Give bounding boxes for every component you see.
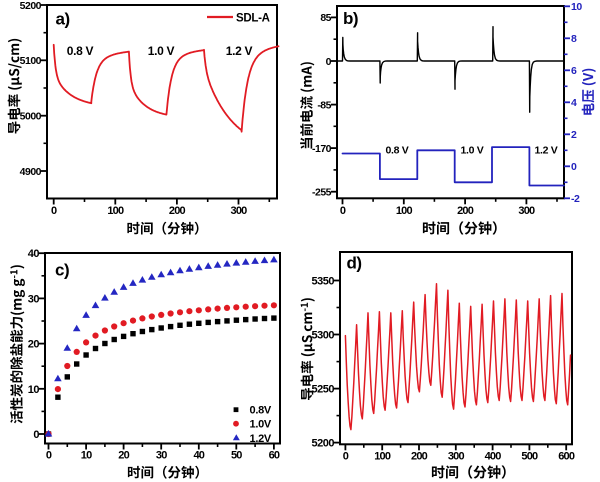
svg-text:40: 40 [28,248,40,260]
svg-text:50: 50 [231,450,242,462]
svg-text:0: 0 [46,450,52,462]
svg-text:40: 40 [193,450,204,462]
svg-text:4: 4 [571,97,577,109]
svg-text:100: 100 [107,205,124,217]
svg-text:0: 0 [571,161,577,173]
svg-text:200: 200 [411,450,428,462]
svg-text:-255: -255 [312,187,332,199]
svg-text:0: 0 [51,205,57,217]
svg-text:c): c) [55,261,69,280]
svg-text:0.8 V: 0.8 V [67,44,94,58]
svg-text:20: 20 [28,339,40,351]
svg-text:100: 100 [374,450,391,462]
svg-text:30: 30 [28,293,40,305]
svg-text:10: 10 [28,384,40,396]
svg-text:85: 85 [320,12,331,24]
svg-text:600: 600 [558,450,575,462]
svg-text:5350: 5350 [312,276,335,288]
svg-text:1.0 V: 1.0 V [460,144,483,156]
svg-text:1.0V: 1.0V [250,419,272,431]
svg-text:1.2V: 1.2V [250,433,272,445]
svg-text:500: 500 [521,450,538,462]
svg-text:-2: -2 [571,193,580,205]
svg-text:0: 0 [343,450,349,462]
svg-text:d): d) [347,254,362,273]
svg-text:400: 400 [485,450,502,462]
svg-text:1.2 V: 1.2 V [226,44,253,58]
svg-text:300: 300 [518,205,535,217]
svg-text:100: 100 [396,205,413,217]
svg-text:5200: 5200 [20,0,42,12]
svg-text:300: 300 [231,205,248,217]
svg-text:6: 6 [571,65,577,77]
svg-text:-85: -85 [317,99,331,111]
svg-text:0: 0 [340,205,346,217]
svg-text:0: 0 [326,56,332,68]
svg-text:10: 10 [81,450,92,462]
svg-text:30: 30 [156,450,167,462]
svg-text:b): b) [343,9,358,28]
svg-text:2: 2 [571,129,577,141]
svg-text:a): a) [56,10,70,29]
svg-text:5250: 5250 [312,384,335,396]
svg-text:1.2 V: 1.2 V [534,144,557,156]
svg-text:-170: -170 [312,143,332,155]
svg-text:10: 10 [571,1,582,13]
svg-text:0.8V: 0.8V [250,405,272,417]
svg-text:60: 60 [269,450,280,462]
svg-text:5000: 5000 [20,111,42,123]
svg-text:5200: 5200 [312,438,335,450]
svg-text:0.8 V: 0.8 V [385,144,408,156]
svg-text:5100: 5100 [20,55,42,67]
svg-text:1.0 V: 1.0 V [148,44,175,58]
svg-text:200: 200 [169,205,186,217]
svg-text:200: 200 [457,205,474,217]
svg-text:8: 8 [571,33,577,45]
svg-text:20: 20 [118,450,129,462]
svg-text:0: 0 [33,429,39,441]
svg-text:SDL-A: SDL-A [236,12,270,24]
svg-text:300: 300 [448,450,465,462]
svg-text:4900: 4900 [20,166,42,178]
svg-text:5300: 5300 [312,330,335,342]
